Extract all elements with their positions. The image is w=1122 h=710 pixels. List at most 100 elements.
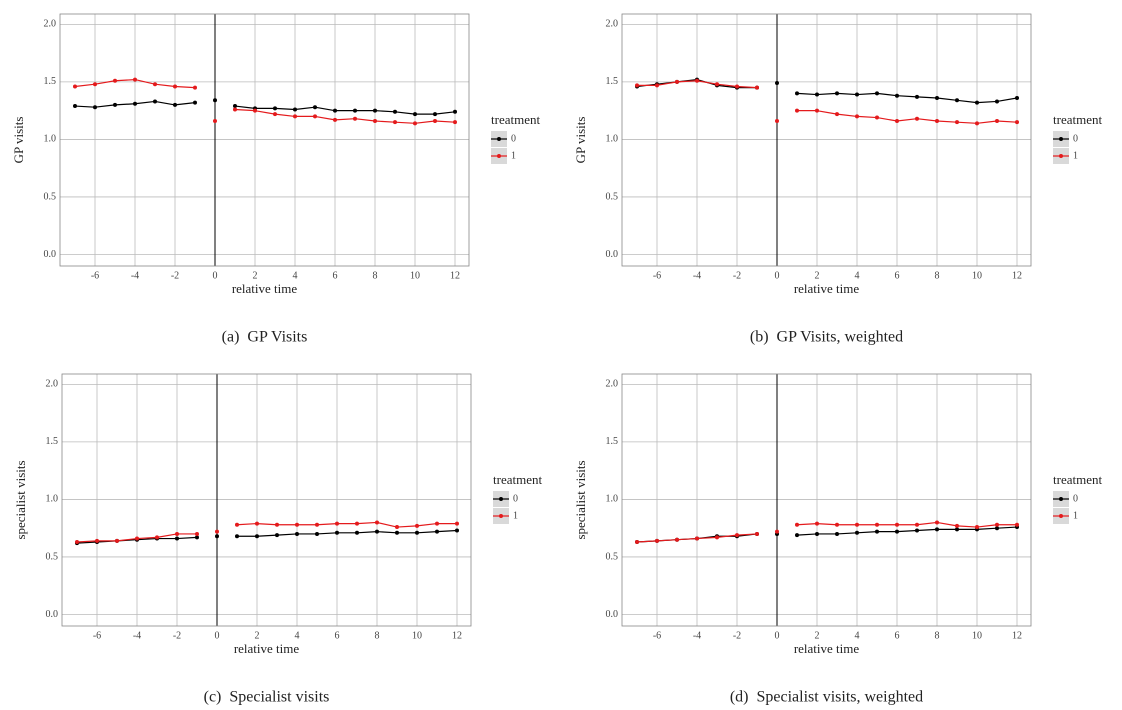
data-point <box>315 531 319 536</box>
series-segment <box>956 525 978 528</box>
series-segment <box>136 537 158 541</box>
plot-border <box>621 373 1032 627</box>
legend-title: treatment <box>1053 112 1102 127</box>
data-point <box>175 536 179 541</box>
data-point <box>735 533 739 538</box>
data-point <box>855 522 859 527</box>
plot-border <box>621 13 1032 267</box>
data-point <box>895 93 899 98</box>
data-point <box>815 108 819 113</box>
data-point <box>173 84 177 89</box>
legend-label: 1 <box>511 150 516 161</box>
data-point <box>755 85 759 90</box>
data-point <box>935 96 939 100</box>
y-tick-label: 1.0 <box>606 134 619 145</box>
data-point <box>795 91 799 96</box>
series-segment <box>114 78 136 82</box>
y-tick-label: 0.0 <box>44 249 57 260</box>
data-point <box>735 84 739 89</box>
series-segment <box>354 118 376 122</box>
series-segment <box>154 100 176 106</box>
data-point <box>315 522 319 527</box>
series-segment <box>374 120 396 123</box>
data-point <box>875 115 879 120</box>
series-segment <box>796 92 818 96</box>
series-segment <box>416 522 438 527</box>
series-segment <box>936 97 958 101</box>
data-point <box>355 530 359 535</box>
series-segment <box>94 80 116 85</box>
data-point <box>655 83 659 88</box>
series-segment <box>896 529 918 533</box>
data-point <box>233 104 237 109</box>
data-point <box>695 536 699 541</box>
series-segment <box>434 111 456 115</box>
data-point <box>875 522 879 527</box>
data-point <box>75 540 79 544</box>
data-point <box>415 530 419 535</box>
data-point <box>775 81 779 86</box>
series-segment <box>396 525 418 528</box>
series-segment <box>256 522 278 526</box>
series-segment <box>156 533 178 538</box>
legend-label: 0 <box>1073 133 1078 144</box>
series-segment <box>276 533 298 536</box>
data-point <box>715 82 719 87</box>
data-point <box>213 98 217 103</box>
data-point <box>855 92 859 97</box>
data-point <box>73 104 77 109</box>
data-point <box>815 531 819 536</box>
y-axis-title: GP visits <box>573 117 588 164</box>
data-point <box>975 121 979 126</box>
series-segment <box>434 120 456 123</box>
series-segment <box>94 104 116 108</box>
series-segment <box>174 85 196 89</box>
series-segment <box>416 531 438 534</box>
series-segment <box>836 92 858 96</box>
data-point <box>395 525 399 530</box>
data-point <box>175 531 179 536</box>
data-point <box>115 538 119 543</box>
x-tick-label: 10 <box>412 630 422 641</box>
series-segment <box>316 532 338 535</box>
series-segment <box>976 120 998 124</box>
series-segment <box>916 528 938 532</box>
series-segment <box>414 120 436 124</box>
legend-point <box>499 497 503 501</box>
x-tick-label: 6 <box>895 630 900 641</box>
series-segment <box>916 118 938 122</box>
series-segment <box>636 540 658 543</box>
data-point <box>635 540 639 544</box>
series-segment <box>936 521 958 527</box>
series-segment <box>656 81 678 86</box>
y-tick-label: 2.0 <box>46 379 59 390</box>
data-point <box>975 525 979 530</box>
data-point <box>935 520 939 525</box>
data-point <box>133 77 137 82</box>
data-point <box>915 528 919 533</box>
data-point <box>113 102 117 107</box>
series-segment <box>676 537 698 541</box>
data-point <box>113 78 117 83</box>
x-tick-label: -2 <box>171 270 179 281</box>
y-tick-label: 0.5 <box>44 191 57 202</box>
data-point <box>395 530 399 535</box>
x-tick-label: -4 <box>131 270 139 281</box>
series-segment <box>314 106 336 112</box>
data-point <box>95 538 99 543</box>
data-point <box>275 522 279 527</box>
y-tick-label: 1.5 <box>44 76 57 87</box>
data-point <box>1015 120 1019 125</box>
caption: (b) GP Visits, weighted <box>750 329 903 346</box>
series-segment <box>716 83 738 88</box>
data-point <box>835 112 839 117</box>
series-segment <box>74 83 96 88</box>
legend-point <box>1059 154 1063 158</box>
data-point <box>435 529 439 534</box>
series-segment <box>134 100 156 105</box>
y-tick-label: 0.0 <box>606 249 619 260</box>
series-segment <box>796 522 818 526</box>
data-point <box>413 112 417 117</box>
series-segment <box>856 531 878 534</box>
data-point <box>875 91 879 96</box>
